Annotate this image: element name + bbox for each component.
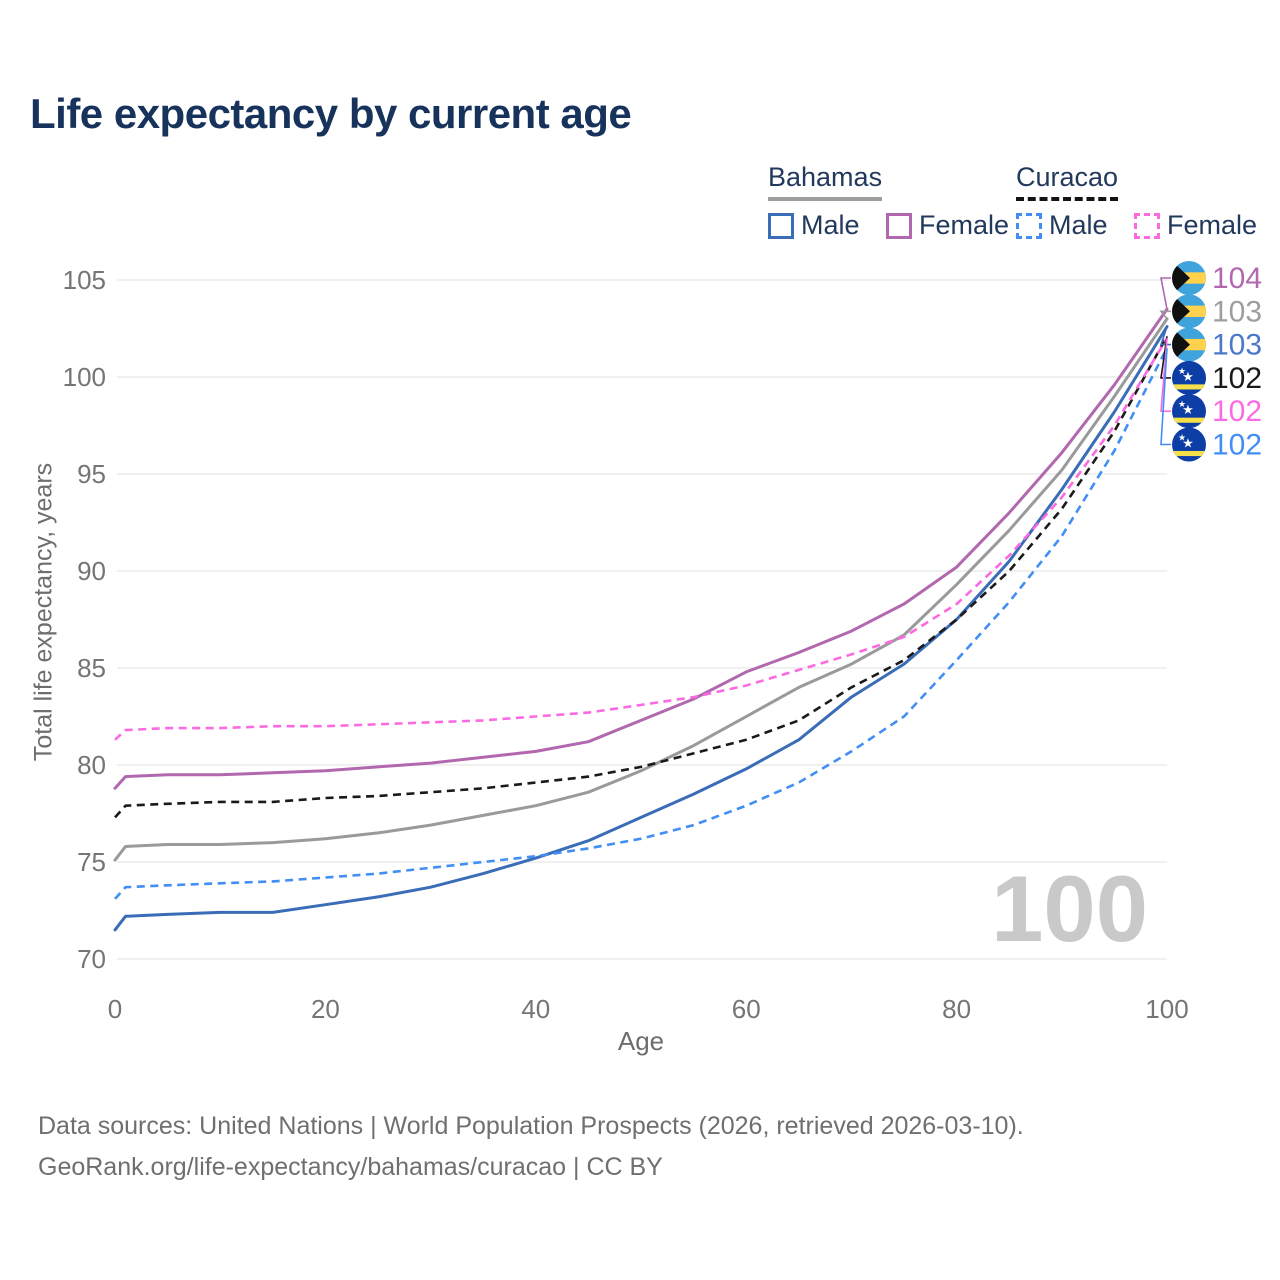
leader-line-curacao-all — [1160, 336, 1171, 379]
svg-text:★: ★ — [1182, 402, 1194, 417]
leader-line-curacao-male — [1160, 347, 1171, 446]
y-tick-105: 105 — [63, 265, 106, 295]
legend-country-bahamas[interactable]: Bahamas — [768, 162, 883, 201]
curacao-male-swatch-icon — [1016, 212, 1042, 239]
curacao-flag-icon: ★★ — [1172, 394, 1206, 429]
x-tick-20: 20 — [311, 994, 340, 1024]
legend-item-bahamas-male[interactable]: Male — [768, 210, 860, 241]
series-line-curacao-male[interactable] — [114, 347, 1169, 900]
bahamas-flag-icon — [1172, 261, 1206, 295]
series-line-bahamas-male[interactable] — [113, 325, 1169, 932]
y-tick-80: 80 — [77, 750, 106, 780]
data-sources-line: Data sources: United Nations | World Pop… — [38, 1112, 1024, 1140]
end-value-curacao-all: 102 — [1212, 362, 1262, 395]
svg-text:★: ★ — [1178, 366, 1186, 376]
end-value-bahamas-female: 104 — [1212, 262, 1262, 295]
end-value-curacao-male: 102 — [1212, 429, 1262, 462]
bahamas-flag-icon — [1172, 294, 1206, 329]
bahamas-flag-icon — [1172, 327, 1206, 362]
leader-line-bahamas-all — [1159, 310, 1171, 320]
x-tick-80: 80 — [942, 994, 971, 1024]
y-tick-75: 75 — [77, 847, 106, 877]
legend-item-bahamas-female[interactable]: Female — [885, 210, 1009, 241]
y-tick-85: 85 — [77, 653, 106, 683]
x-tick-100: 100 — [1145, 994, 1188, 1024]
legend-group-curacao: Curacao Male Female — [1016, 162, 1279, 244]
legend-group-bahamas: Bahamas Male Female — [768, 162, 1031, 244]
end-value-bahamas-all: 103 — [1212, 295, 1262, 328]
legend-country-curacao[interactable]: Curacao — [1016, 162, 1119, 201]
curacao-female-swatch-icon — [1133, 212, 1160, 239]
x-tick-60: 60 — [732, 994, 761, 1024]
x-axis-title: Age — [617, 1026, 665, 1056]
end-value-bahamas-male: 103 — [1212, 329, 1262, 362]
series-line-curacao-all[interactable] — [114, 335, 1169, 819]
leader-line-curacao-female — [1160, 338, 1171, 412]
attribution-line[interactable]: GeoRank.org/life-expectancy/bahamas/cura… — [38, 1152, 663, 1181]
svg-text:★: ★ — [1182, 369, 1194, 384]
y-tick-95: 95 — [77, 459, 106, 489]
leader-line-bahamas-female — [1160, 277, 1171, 310]
legend-item-curacao-male[interactable]: Male — [1016, 210, 1108, 241]
series-line-curacao-female[interactable] — [114, 337, 1169, 741]
end-value-curacao-female: 102 — [1212, 395, 1262, 428]
legend: Bahamas Male Female Curacao Male Female — [0, 162, 1280, 252]
series-line-bahamas-all[interactable] — [113, 317, 1169, 862]
bahamas-female-swatch-icon — [885, 212, 912, 239]
curacao-flag-icon: ★★ — [1172, 427, 1206, 462]
x-tick-0: 0 — [108, 994, 122, 1024]
y-tick-90: 90 — [77, 556, 106, 586]
svg-text:★: ★ — [1182, 436, 1194, 451]
y-tick-70: 70 — [77, 944, 106, 974]
age-frame-watermark: 100 — [991, 856, 1148, 961]
series-line-bahamas-female[interactable] — [113, 307, 1169, 790]
y-tick-100: 100 — [63, 362, 106, 392]
footer: Data sources: United Nations | World Pop… — [38, 1106, 1024, 1187]
curacao-flag-icon: ★★ — [1172, 360, 1206, 395]
x-tick-40: 40 — [521, 994, 550, 1024]
leader-line-bahamas-male — [1159, 326, 1171, 346]
bahamas-male-swatch-icon — [768, 212, 794, 239]
page-title: Life expectancy by current age — [30, 90, 632, 137]
svg-text:★: ★ — [1178, 399, 1186, 409]
svg-text:★: ★ — [1178, 433, 1186, 443]
legend-item-curacao-female[interactable]: Female — [1133, 210, 1257, 241]
